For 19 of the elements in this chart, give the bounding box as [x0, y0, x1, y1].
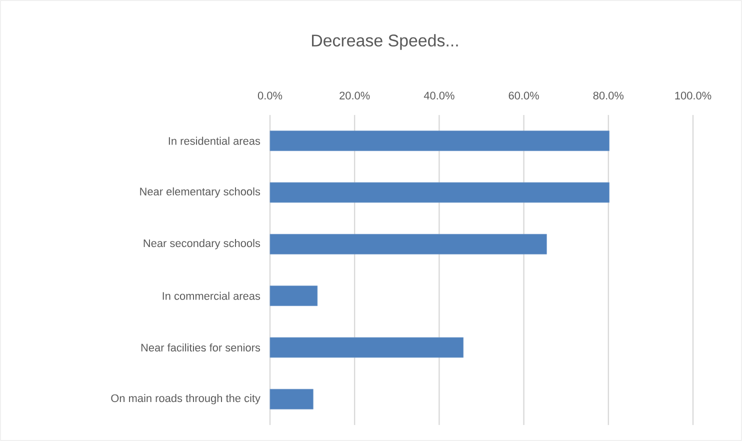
bar [270, 337, 464, 358]
x-tick-label: 40.0% [424, 92, 454, 100]
y-tick-label: In residential areas [168, 136, 260, 145]
x-tick-label: 0.0% [258, 92, 282, 100]
bar [270, 234, 547, 254]
bar [270, 182, 610, 203]
bar [270, 286, 318, 306]
x-tick-label: 60.0% [508, 92, 539, 100]
x-tick-label: 80.0% [593, 92, 624, 100]
y-tick-label: Near elementary schools [140, 187, 260, 198]
y-tick-label: In commercial areas [162, 292, 260, 300]
x-tick-label: 20.0% [340, 92, 370, 100]
bar [270, 388, 314, 410]
y-tick-label: Near secondary schools [144, 239, 260, 250]
chart-title: Decrease Speeds... [312, 34, 458, 50]
bar [270, 130, 610, 152]
x-tick-label: 100.0% [675, 92, 712, 100]
y-tick-label: Near facilities for seniors [141, 343, 260, 352]
y-tick-label: On main roads through the city [111, 394, 260, 404]
